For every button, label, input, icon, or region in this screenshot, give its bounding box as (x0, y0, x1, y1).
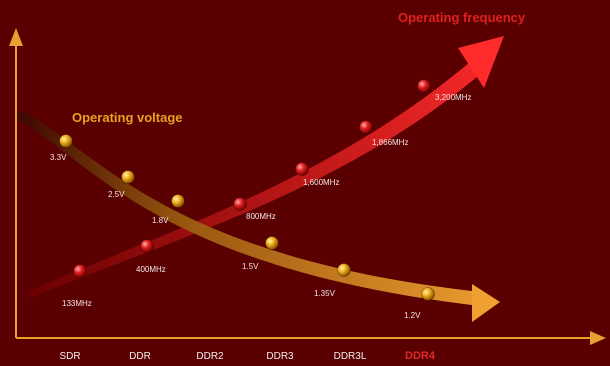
frequency-point-1 (73, 264, 87, 278)
data-points (59, 79, 435, 301)
frequency-label-5: 1,866MHz (372, 138, 408, 147)
y-axis (9, 28, 23, 338)
frequency-series-title: Operating frequency (398, 10, 526, 25)
x-tick-ddr4: DDR4 (405, 350, 436, 362)
voltage-point-1 (59, 134, 73, 148)
voltage-label-3: 1.8V (152, 216, 169, 225)
x-tick-ddr: DDR (129, 351, 151, 362)
voltage-series-title: Operating voltage (72, 110, 183, 125)
x-tick-ddr3: DDR3 (266, 351, 294, 362)
voltage-point-5 (337, 263, 351, 277)
frequency-band (26, 36, 504, 298)
x-tick-ddr2: DDR2 (196, 351, 224, 362)
point-labels: 3.3V 2.5V 1.8V 1.5V 1.35V 1.2V 133MHz 400MHz 800… (50, 93, 471, 320)
x-tick-labels: SDR DDR DDR2 DDR3 DDR3L DDR4 (59, 350, 435, 362)
voltage-point-6 (421, 287, 435, 301)
frequency-point-3 (233, 197, 247, 211)
voltage-label-6: 1.2V (404, 311, 421, 320)
frequency-label-4: 1,600MHz (303, 178, 339, 187)
frequency-label-6: 3,200MHz (435, 93, 471, 102)
frequency-label-3: 800MHz (246, 212, 276, 221)
frequency-label-1: 133MHz (62, 299, 92, 308)
voltage-label-2: 2.5V (108, 190, 125, 199)
voltage-label-1: 3.3V (50, 153, 67, 162)
frequency-point-5 (359, 120, 373, 134)
voltage-band (18, 110, 500, 322)
voltage-point-2 (121, 170, 135, 184)
voltage-label-4: 1.5V (242, 262, 259, 271)
voltage-point-4 (265, 236, 279, 250)
frequency-point-6 (417, 79, 431, 93)
voltage-label-5: 1.35V (314, 289, 336, 298)
x-tick-sdr: SDR (59, 351, 80, 362)
x-axis (16, 331, 606, 345)
frequency-label-2: 400MHz (136, 265, 166, 274)
frequency-point-2 (140, 239, 154, 253)
x-tick-ddr3l: DDR3L (334, 351, 367, 362)
voltage-point-3 (171, 194, 185, 208)
frequency-point-4 (295, 162, 309, 176)
